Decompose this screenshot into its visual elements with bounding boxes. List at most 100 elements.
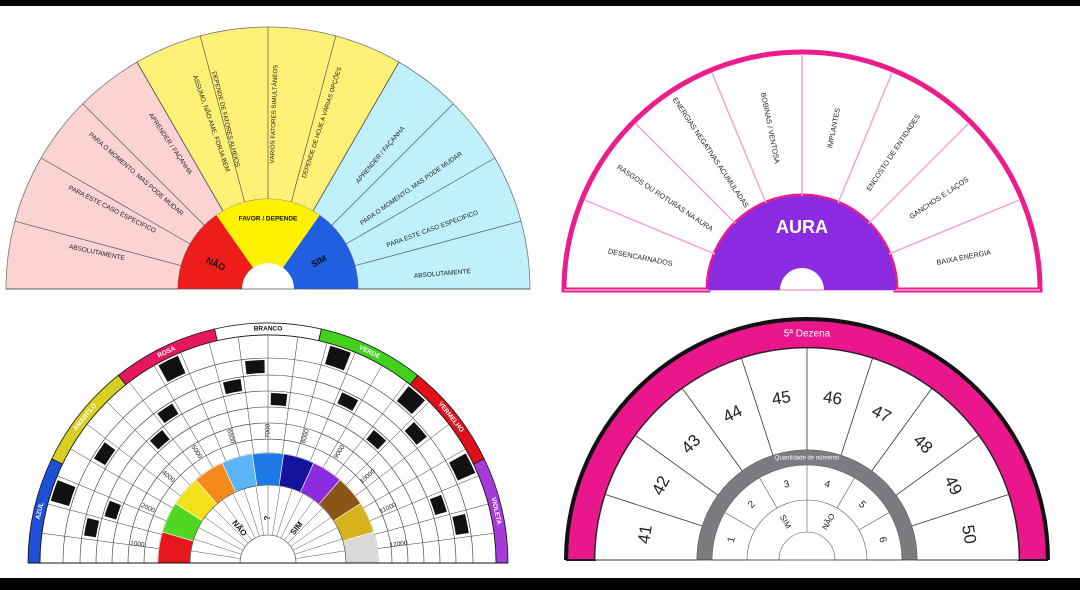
number-divider (871, 388, 932, 472)
favor-core-label: FAVOR / DEPENDE (239, 216, 298, 223)
value-label: 12000 (389, 540, 408, 550)
grid-marker-cell (223, 379, 243, 395)
aura-center-label: AURA (776, 217, 828, 237)
favor-segment-label: VÁRIOS FATORES SIMULTÂNEOS (269, 65, 279, 164)
grid-spoke (129, 381, 202, 476)
inner-fan-spoke (193, 538, 242, 555)
inner-fan-spoke (255, 485, 264, 536)
grid-marker-cell (429, 494, 447, 516)
quantity-divider (858, 512, 890, 531)
inner-fan-spoke (292, 527, 338, 551)
grid-spoke (208, 342, 240, 457)
value-label: 8000 (300, 428, 311, 444)
chart1-divider (14, 220, 182, 267)
grid-marker-cell (396, 386, 425, 415)
grid-marker-cell (270, 393, 288, 407)
inner-fan-spoke (294, 538, 343, 555)
grid-spoke (345, 401, 430, 486)
inner-fan-spoke (190, 550, 241, 559)
inner-fan-label: ? (263, 515, 272, 520)
number-divider (911, 494, 1009, 527)
inner-fan-spoke (198, 527, 244, 551)
number-divider (682, 388, 743, 472)
value-label: 6500 (225, 428, 236, 444)
grid-spoke (296, 342, 328, 457)
grid-marker-cell (50, 480, 76, 506)
grid-spoke (86, 424, 181, 497)
number-label: 41 (634, 524, 656, 546)
grid-spoke (57, 475, 167, 522)
chart1-divider (40, 157, 191, 245)
number-divider (741, 358, 774, 456)
grid-spoke (41, 532, 159, 549)
quantity-number: 6 (876, 536, 888, 545)
grid-spoke (153, 365, 214, 468)
grid-spoke (282, 336, 299, 454)
aura-divider (711, 72, 767, 204)
spectrum-swatch (252, 452, 284, 487)
inner-fan-spoke (272, 485, 281, 536)
quantity-divider (724, 512, 756, 531)
number-label: 50 (958, 524, 980, 546)
grid-marker-cell (149, 429, 170, 450)
sim-segment-label: ABSOLUTAMENTE (414, 268, 472, 280)
chart1-divider (345, 157, 496, 245)
inner-fan-spoke (290, 516, 332, 547)
chart1-divider (312, 61, 400, 212)
value-label: 1000 (130, 540, 146, 549)
grid-spoke (363, 448, 466, 509)
inner-fan-spoke (212, 507, 249, 544)
grid-marker-cell (104, 500, 121, 520)
grid-spoke (377, 532, 495, 549)
sim-core (282, 215, 358, 289)
chart1-divider (82, 103, 205, 226)
grid-spoke (106, 401, 191, 486)
chart1-divider (290, 35, 337, 203)
quantity-number: 1 (726, 535, 738, 544)
quantity-divider (759, 477, 778, 509)
grid-spoke (369, 475, 479, 522)
value-label: 7000 (265, 423, 272, 438)
aura-divider (867, 123, 969, 225)
color-band-label: AZUL (35, 502, 46, 520)
number-label: 45 (771, 387, 793, 409)
number-divider (635, 435, 719, 496)
aura-divider (888, 199, 1020, 255)
quantity-number: 4 (823, 479, 832, 491)
inner-fan-spoke (295, 550, 346, 559)
quantity-band (697, 450, 917, 560)
inner-fan-spoke (232, 493, 256, 539)
aura-core (708, 196, 896, 290)
grid-spoke (355, 424, 450, 497)
inner-fan-spoke (221, 499, 252, 541)
chart1-divider (354, 220, 522, 267)
nao-core (178, 215, 254, 289)
dezena-outer-rim (564, 317, 1050, 561)
quantity-title: Quantidade de números (775, 456, 839, 462)
grid-spoke (237, 336, 254, 454)
number-divider (895, 435, 979, 496)
grid-marker-cell (404, 421, 427, 445)
quantity-number: 3 (783, 479, 792, 491)
inner-fan-spoke (287, 507, 324, 544)
grid-spoke (374, 503, 489, 535)
grid-marker-cell (93, 442, 116, 466)
grid-marker-cell (157, 403, 179, 424)
aura-divider (584, 199, 716, 255)
inner-fan-spoke (280, 493, 304, 539)
quantity-divider (836, 477, 855, 509)
number-divider (840, 358, 873, 456)
grid-spoke (70, 448, 173, 509)
chart1-divider (136, 61, 224, 212)
grid-spoke (334, 381, 407, 476)
color-spectrum-pendulum-chart: AZULAMARELOROSABRANCOVERDEVERMELHOVIOLET… (27, 322, 509, 564)
chart1-divider (199, 35, 246, 203)
grid-spoke (180, 352, 227, 462)
number-label: 46 (822, 387, 844, 409)
inner-fan-spoke (243, 488, 260, 537)
grid-spoke (47, 503, 162, 535)
aura-divider (837, 72, 893, 204)
